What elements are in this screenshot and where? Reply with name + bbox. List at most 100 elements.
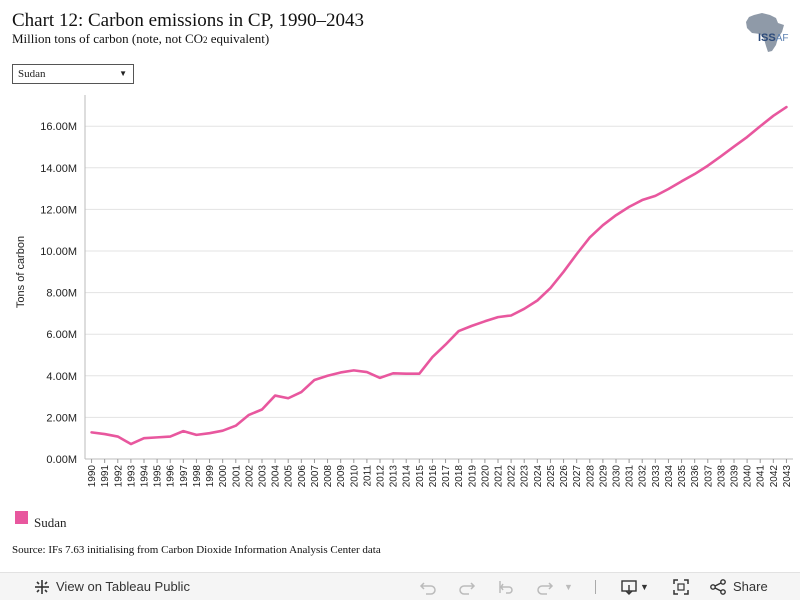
x-tick-label: 2039 xyxy=(730,465,741,488)
y-tick-label: 12.00M xyxy=(40,204,77,216)
download-icon[interactable] xyxy=(620,578,638,596)
x-tick-label: 2024 xyxy=(533,465,544,488)
data-point xyxy=(666,187,670,191)
x-tick-label: 2036 xyxy=(690,465,701,488)
line-chart: 0.00M 2.00M 4.00M 6.00M 8.00M 10.00M 12.00M 14.… xyxy=(0,90,800,500)
data-point xyxy=(417,372,421,376)
logo-text-sub: AF xyxy=(775,33,789,44)
x-tick-label: 2019 xyxy=(467,465,478,488)
data-point xyxy=(627,205,631,209)
x-tick-label: 1995 xyxy=(153,465,164,488)
x-tick-label: 2043 xyxy=(782,465,793,488)
x-tick-label: 2026 xyxy=(559,465,570,488)
data-point xyxy=(129,442,133,446)
data-point xyxy=(535,299,539,303)
x-tick-label: 1993 xyxy=(126,465,137,488)
undo-icon[interactable] xyxy=(419,578,437,596)
data-point xyxy=(326,374,330,378)
data-point xyxy=(732,145,736,149)
data-point xyxy=(653,194,657,198)
data-point xyxy=(339,370,343,374)
x-tick-label: 2030 xyxy=(612,465,623,488)
data-point xyxy=(155,435,159,439)
chart-title: Chart 12: Carbon emissions in CP, 1990–2… xyxy=(12,10,365,31)
fullscreen-icon[interactable] xyxy=(672,578,690,596)
data-point xyxy=(614,213,618,217)
x-tick-label: 1990 xyxy=(87,465,98,488)
subtitle-subscript: 2 xyxy=(203,35,208,45)
x-tick-label: 2028 xyxy=(585,465,596,488)
x-tick-label: 1991 xyxy=(100,465,111,488)
toolbar-divider xyxy=(595,580,596,594)
x-tick-label: 1996 xyxy=(166,465,177,488)
x-tick-label: 2027 xyxy=(572,465,583,488)
country-select-value: Sudan xyxy=(18,68,46,80)
data-point xyxy=(90,430,94,434)
country-select[interactable]: Sudan ▼ xyxy=(12,64,134,84)
x-tick-label: 2016 xyxy=(428,465,439,488)
data-point xyxy=(693,172,697,176)
x-tick-label: 2025 xyxy=(546,465,557,488)
x-tick-label: 1994 xyxy=(140,465,151,488)
data-point xyxy=(522,307,526,311)
subtitle-text-pre: Million tons of carbon (note, not CO xyxy=(12,31,204,46)
data-point xyxy=(365,370,369,374)
data-point xyxy=(404,372,408,376)
data-point xyxy=(103,432,107,436)
share-icon[interactable] xyxy=(709,578,727,596)
data-point xyxy=(208,431,212,435)
data-point xyxy=(575,252,579,256)
x-tick-label: 2011 xyxy=(362,465,373,487)
x-tick-label: 2018 xyxy=(454,465,465,488)
x-tick-label: 2017 xyxy=(441,465,452,488)
y-tick-label: 4.00M xyxy=(46,371,77,383)
download-menu-chevron-icon[interactable]: ▼ xyxy=(640,582,649,592)
data-point xyxy=(548,286,552,290)
data-point xyxy=(234,424,238,428)
data-point xyxy=(312,378,316,382)
series-line-sudan xyxy=(90,105,788,446)
issafrica-logo xyxy=(740,12,792,54)
data-point xyxy=(509,313,513,317)
x-tick-label: 1992 xyxy=(113,465,124,488)
x-tick-label: 2013 xyxy=(389,465,400,488)
y-tick-label: 6.00M xyxy=(46,329,77,341)
data-point xyxy=(745,135,749,139)
logo-text: ISSAF xyxy=(758,32,789,44)
x-tick-label: 1999 xyxy=(205,465,216,488)
tableau-logo-icon[interactable] xyxy=(33,578,51,596)
data-point xyxy=(588,235,592,239)
x-tick-label: 2034 xyxy=(664,465,675,488)
x-tick-label: 2022 xyxy=(507,465,518,488)
data-point xyxy=(758,124,762,128)
y-tick-label: 14.00M xyxy=(40,163,77,175)
x-tick-label: 2031 xyxy=(625,465,636,488)
x-tick-label: 2003 xyxy=(258,465,269,488)
x-tick-label: 2006 xyxy=(297,465,308,488)
data-point xyxy=(378,376,382,380)
x-tick-label: 2032 xyxy=(638,465,649,488)
chevron-down-icon: ▼ xyxy=(119,69,127,78)
x-tick-label: 2001 xyxy=(231,465,242,488)
data-point xyxy=(352,368,356,372)
redo-icon[interactable] xyxy=(458,578,476,596)
data-point xyxy=(680,179,684,183)
chart-subtitle: Million tons of carbon (note, not CO2 eq… xyxy=(12,31,269,47)
data-point xyxy=(286,396,290,400)
x-tick-label: 2002 xyxy=(244,465,255,488)
revert-icon[interactable] xyxy=(497,578,515,596)
data-point xyxy=(562,270,566,274)
refresh-menu-chevron-icon[interactable]: ▼ xyxy=(564,582,573,592)
data-point xyxy=(483,319,487,323)
y-tick-label: 8.00M xyxy=(46,288,77,300)
refresh-icon[interactable] xyxy=(536,578,554,596)
x-tick-label: 2041 xyxy=(756,465,767,488)
data-point xyxy=(601,223,605,227)
x-tick-label: 2014 xyxy=(402,465,413,488)
data-point xyxy=(706,164,710,168)
view-on-tableau-link[interactable]: View on Tableau Public xyxy=(56,579,190,594)
source-note: Source: IFs 7.63 initialising from Carbo… xyxy=(12,544,381,556)
share-button[interactable]: Share xyxy=(733,579,768,594)
x-tick-label: 2005 xyxy=(284,465,295,488)
data-point xyxy=(784,105,788,109)
